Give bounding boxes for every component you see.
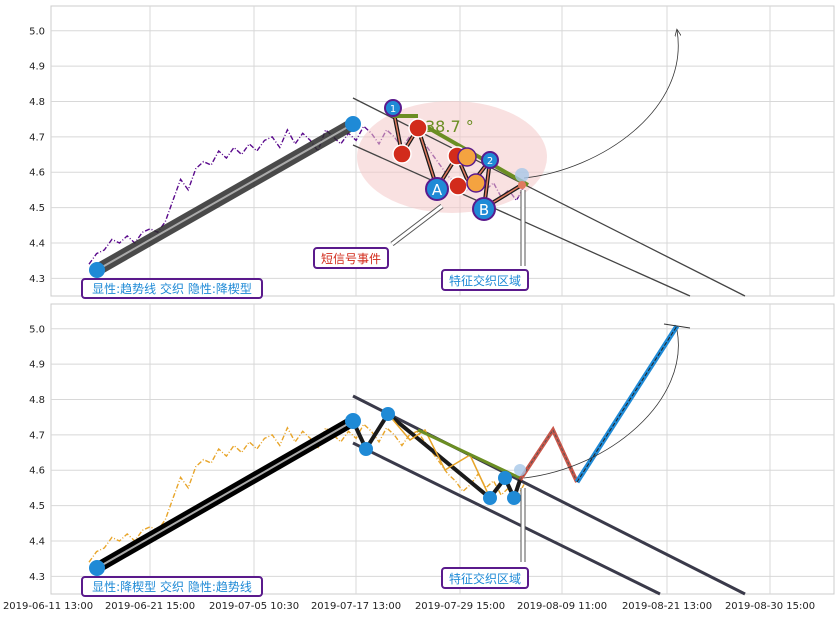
projection-zigzag bbox=[518, 425, 579, 483]
angle-label: 38.7 ° bbox=[425, 117, 474, 136]
x-tick-label: 2019-08-09 11:00 bbox=[517, 601, 607, 612]
signal-dot-red bbox=[448, 176, 468, 196]
projection-curve bbox=[523, 30, 678, 179]
short-signal-text: 短信号事件 bbox=[321, 252, 381, 266]
y-tick-label: 4.3 bbox=[29, 572, 45, 583]
signal-dot-orange bbox=[457, 147, 477, 167]
top-zone-text: 特征交织区域 bbox=[449, 273, 521, 288]
peak-marker-bottom bbox=[345, 413, 361, 429]
top-legend-text: 显性:趋势线 交织 隐性:降楔型 bbox=[92, 281, 252, 296]
y-tick-label: 4.9 bbox=[29, 360, 45, 371]
point-a-marker bbox=[425, 177, 449, 201]
point-2-label: 2 bbox=[487, 156, 493, 167]
point-1-label: 1 bbox=[390, 104, 396, 115]
y-tick-label: 5.0 bbox=[29, 324, 45, 335]
y-tick-label: 4.6 bbox=[29, 168, 45, 179]
x-tick-label: 2019-08-21 13:00 bbox=[622, 601, 712, 612]
event-arrow bbox=[391, 204, 443, 246]
y-tick-label: 4.3 bbox=[29, 274, 45, 285]
x-tick-label: 2019-06-21 15:00 bbox=[105, 601, 195, 612]
peak-marker bbox=[345, 116, 361, 132]
green-trend-bottom bbox=[417, 428, 521, 480]
y-tick-label: 4.7 bbox=[29, 430, 45, 441]
y-tick-label: 4.5 bbox=[29, 501, 45, 512]
signal-dot-orange bbox=[466, 173, 486, 193]
x-tick-label: 2019-08-30 15:00 bbox=[725, 601, 815, 612]
y-tick-label: 4.4 bbox=[29, 238, 45, 249]
bottom-zone-text: 特征交织区域 bbox=[449, 571, 521, 586]
point-2-marker bbox=[481, 151, 499, 169]
y-tick-label: 4.6 bbox=[29, 466, 45, 477]
point-marker-bottom bbox=[381, 407, 395, 421]
start-marker bbox=[89, 262, 105, 278]
projection-curve-bottom bbox=[523, 329, 679, 479]
signal-dot-red bbox=[392, 144, 412, 164]
x-tick-label: 2019-06-11 13:00 bbox=[3, 601, 93, 612]
top-zone-box bbox=[441, 269, 529, 291]
point-marker-bottom bbox=[359, 442, 373, 456]
y-tick-label: 5.0 bbox=[29, 26, 45, 37]
projection-up-dash bbox=[576, 325, 678, 483]
feature-dot bbox=[518, 181, 526, 189]
point-marker-bottom bbox=[498, 471, 512, 485]
bottom-panel bbox=[50, 303, 835, 595]
top-legend-box bbox=[81, 278, 263, 299]
trend-thin-line-bottom bbox=[96, 420, 354, 569]
bottom-legend-text: 显性:降楔型 交织 隐性:趋势线 bbox=[92, 579, 252, 594]
wedge-upper-line-bottom bbox=[352, 394, 746, 596]
y-tick-label: 4.7 bbox=[29, 132, 45, 143]
x-tick-label: 2019-07-05 10:30 bbox=[209, 601, 299, 612]
feature-glow-bottom bbox=[514, 464, 526, 476]
target-cap bbox=[663, 323, 691, 329]
wedge-lower-line-bottom bbox=[352, 441, 661, 596]
point-marker-bottom bbox=[483, 491, 497, 505]
bottom-legend-box bbox=[81, 576, 263, 597]
point-b-label: B bbox=[479, 201, 489, 219]
x-tick-label: 2019-07-17 13:00 bbox=[311, 601, 401, 612]
y-tick-label: 4.9 bbox=[29, 62, 45, 73]
bottom-zone-box bbox=[441, 567, 529, 589]
y-tick-label: 4.5 bbox=[29, 203, 45, 214]
x-tick-label: 2019-07-29 15:00 bbox=[415, 601, 505, 612]
inner-path-bottom bbox=[387, 413, 491, 499]
y-tick-label: 4.8 bbox=[29, 395, 45, 406]
short-signal-box bbox=[313, 247, 389, 269]
signal-dot-red bbox=[408, 118, 428, 138]
feature-glow bbox=[515, 168, 529, 182]
y-tick-label: 4.8 bbox=[29, 97, 45, 108]
y-tick-label: 4.4 bbox=[29, 536, 45, 547]
trend-thin-line bbox=[96, 123, 354, 271]
point-a-label: A bbox=[432, 181, 443, 199]
point-1-marker bbox=[384, 99, 402, 117]
point-marker-bottom bbox=[507, 491, 521, 505]
top-decorations: 38.7 ° 1 2 A B 显性:趋势线 交织 隐性:降楔型 短信号事件 特征… bbox=[81, 30, 746, 299]
start-marker-bottom bbox=[89, 560, 105, 576]
point-b-marker bbox=[472, 197, 496, 221]
bottom-decorations: 显性:降楔型 交织 隐性:趋势线 特征交织区域 bbox=[81, 323, 746, 597]
